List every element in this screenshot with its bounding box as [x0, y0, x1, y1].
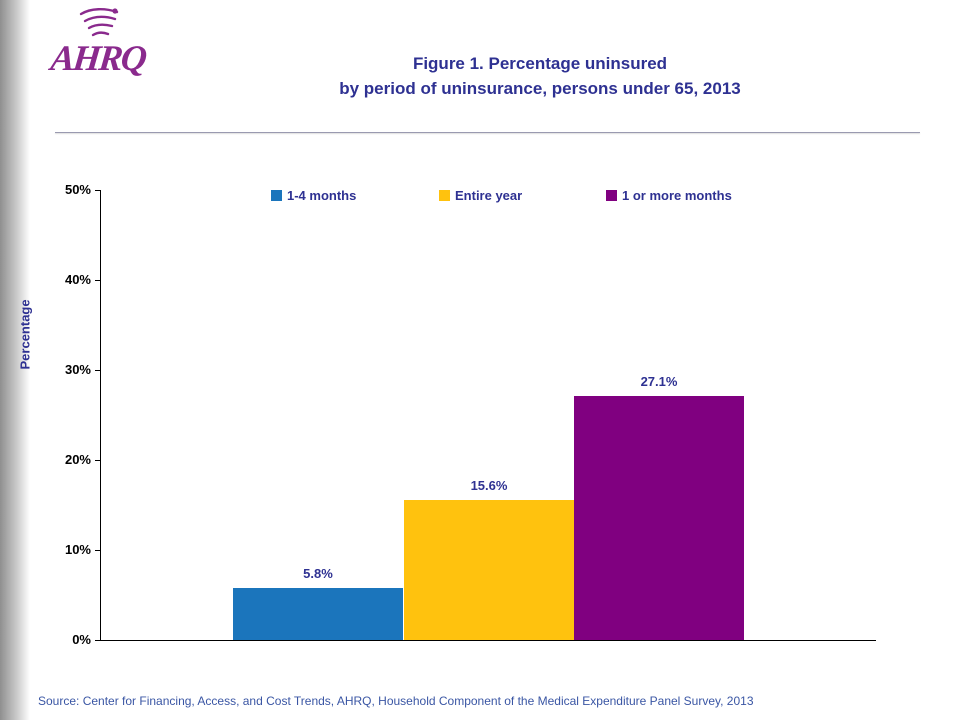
y-axis-tick: [95, 190, 101, 191]
bar-1-or-more-months: [574, 396, 744, 640]
legend-label: Entire year: [455, 188, 523, 203]
y-axis-tick-label: 0%: [72, 632, 91, 647]
header-divider: [55, 132, 920, 133]
y-axis-tick-label: 40%: [64, 272, 91, 287]
title-line-2: by period of uninsurance, persons under …: [339, 78, 741, 98]
legend-item-entire-year: Entire year: [439, 188, 522, 203]
bar-value-label: 27.1%: [640, 374, 678, 389]
ahrq-logo: AHRQ: [38, 6, 158, 110]
legend-swatch-icon: [606, 190, 617, 201]
bar-value-label: 15.6%: [470, 478, 508, 493]
source-note: Source: Center for Financing, Access, an…: [38, 694, 754, 708]
y-axis-tick: [95, 370, 101, 371]
title-line-1: Figure 1. Percentage uninsured: [412, 54, 668, 73]
hhs-eagle-icon: [79, 8, 119, 37]
bar-value-label: 5.8%: [303, 566, 333, 581]
legend-label: 1 or more months: [622, 188, 732, 203]
y-axis-tick: [95, 640, 101, 641]
y-axis-tick: [95, 460, 101, 461]
page-title: Figure 1. Percentage uninsured by period…: [150, 52, 930, 101]
y-axis-tick-label: 30%: [64, 362, 91, 377]
y-axis-tick-label: 10%: [64, 542, 91, 557]
y-axis-tick: [95, 550, 101, 551]
chart-legend: 1-4 months Entire year 1 or more months: [101, 188, 876, 208]
y-axis-title: Percentage: [18, 299, 33, 369]
bar-1-4-months: [233, 588, 403, 640]
left-gradient-strip: [0, 0, 30, 720]
legend-label: 1-4 months: [287, 188, 357, 203]
legend-swatch-icon: [271, 190, 282, 201]
legend-swatch-icon: [439, 190, 450, 201]
y-axis-tick: [95, 280, 101, 281]
ahrq-wordmark: AHRQ: [48, 38, 148, 78]
legend-item-1-4-months: 1-4 months: [271, 188, 356, 203]
legend-item-1-or-more-months: 1 or more months: [606, 188, 732, 203]
y-axis-tick-label: 20%: [64, 452, 91, 467]
y-axis-tick-label: 50%: [64, 182, 91, 197]
bar-chart-plot-area: 1-4 months Entire year 1 or more months 0%…: [65, 182, 876, 647]
bar-entire-year: [404, 500, 574, 640]
